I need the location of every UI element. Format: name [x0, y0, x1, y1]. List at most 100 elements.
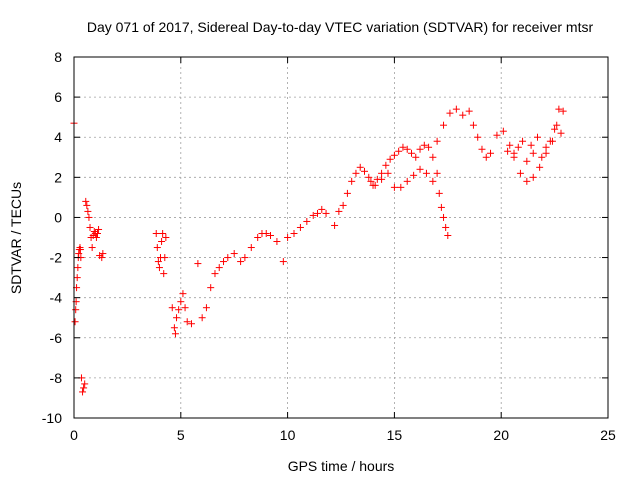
data-point	[162, 234, 170, 241]
data-point	[84, 207, 92, 215]
data-point	[273, 238, 281, 246]
data-point	[237, 258, 245, 266]
data-point	[171, 330, 179, 338]
data-point	[155, 264, 163, 272]
data-point	[160, 270, 168, 278]
data-point	[86, 223, 94, 231]
data-point	[254, 234, 262, 241]
data-point	[179, 290, 187, 298]
data-point	[482, 153, 490, 161]
data-point	[395, 147, 403, 155]
y-tick-label: -6	[50, 330, 63, 346]
data-point	[80, 384, 88, 392]
data-point	[98, 254, 106, 262]
data-point	[407, 149, 415, 157]
data-point	[548, 137, 556, 145]
y-tick-label: 8	[54, 49, 62, 65]
data-point	[173, 314, 181, 322]
data-point	[504, 147, 512, 155]
data-point	[79, 388, 87, 396]
y-tick-label: -2	[50, 250, 63, 266]
data-point	[85, 213, 93, 221]
data-point	[425, 143, 433, 151]
data-point	[433, 137, 441, 145]
data-point	[331, 221, 339, 229]
data-point	[95, 225, 103, 233]
data-point	[386, 155, 394, 163]
data-point	[519, 137, 527, 145]
data-point	[348, 177, 356, 185]
data-point	[422, 169, 430, 177]
data-series	[70, 105, 567, 396]
data-point	[181, 304, 189, 312]
data-point	[429, 177, 437, 185]
y-tick-label: 0	[54, 209, 62, 225]
data-point	[207, 284, 215, 292]
data-point	[378, 175, 386, 183]
data-point	[399, 143, 407, 151]
data-point	[516, 169, 524, 177]
data-point	[442, 223, 450, 231]
data-point	[290, 229, 298, 237]
data-point	[367, 177, 375, 185]
data-point	[279, 258, 287, 266]
data-point	[493, 131, 501, 139]
data-point	[158, 238, 166, 246]
data-point	[202, 304, 210, 312]
data-point	[459, 111, 467, 119]
data-point	[267, 231, 275, 239]
data-point	[175, 306, 183, 314]
data-point	[382, 161, 390, 169]
data-point	[335, 207, 343, 215]
y-tick-label: -8	[50, 370, 63, 386]
data-point	[314, 209, 322, 217]
data-point	[553, 121, 561, 129]
grid	[74, 57, 608, 418]
data-point	[412, 153, 420, 161]
data-point	[360, 167, 368, 175]
x-tick-label: 0	[70, 427, 78, 443]
data-point	[220, 258, 228, 266]
data-point	[224, 254, 232, 262]
data-point	[378, 169, 386, 177]
data-point	[555, 105, 563, 113]
data-point	[318, 205, 326, 213]
x-tick-label: 5	[177, 427, 185, 443]
data-point	[152, 229, 160, 237]
data-point	[153, 244, 161, 252]
y-tick-label: 2	[54, 169, 62, 185]
data-point	[352, 169, 360, 177]
data-point	[559, 107, 567, 115]
data-point	[527, 141, 535, 149]
data-point	[499, 127, 507, 135]
data-point	[420, 141, 428, 149]
data-point	[215, 264, 223, 272]
chart-title: Day 071 of 2017, Sidereal Day-to-day VTE…	[87, 19, 594, 35]
data-point	[183, 318, 191, 326]
data-point	[262, 229, 270, 237]
data-point	[390, 183, 398, 191]
x-axis-label: GPS time / hours	[288, 458, 395, 474]
x-tick-label: 15	[387, 427, 403, 443]
data-point	[339, 201, 347, 209]
data-point	[93, 229, 101, 237]
data-point	[397, 183, 405, 191]
y-tick-label: -4	[50, 290, 63, 306]
data-point	[230, 250, 238, 258]
data-point	[296, 223, 304, 231]
x-tick-label: 20	[493, 427, 509, 443]
data-point	[198, 314, 206, 322]
data-point	[390, 151, 398, 159]
data-point	[82, 197, 90, 205]
x-tick-label: 25	[600, 427, 616, 443]
data-point	[487, 149, 495, 157]
data-point	[88, 244, 96, 252]
data-point	[538, 153, 546, 161]
data-point	[403, 145, 411, 153]
data-point	[356, 163, 364, 171]
data-point	[83, 201, 91, 209]
data-point	[74, 264, 82, 272]
data-point	[433, 169, 441, 177]
y-tick-label: 6	[54, 89, 62, 105]
data-point	[410, 171, 418, 179]
